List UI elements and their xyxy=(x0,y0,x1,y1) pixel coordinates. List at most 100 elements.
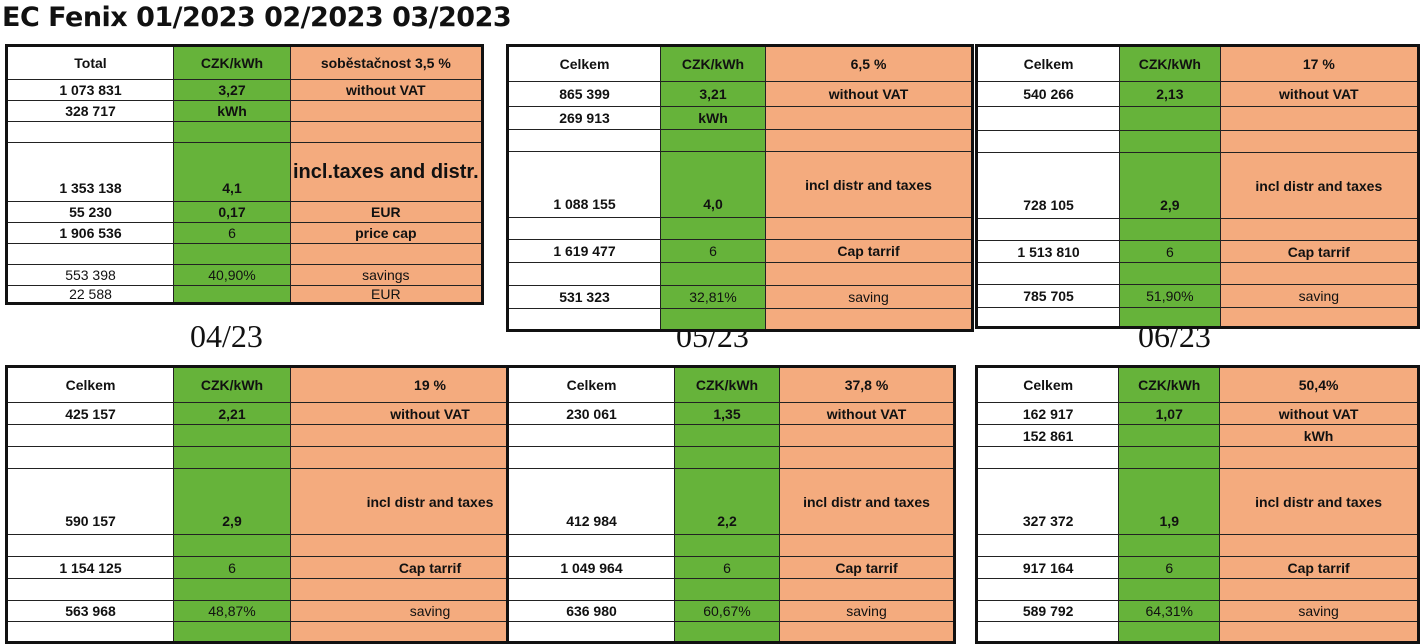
note-cell xyxy=(290,621,571,643)
table-row xyxy=(975,446,1419,469)
note-cell xyxy=(290,578,571,601)
value-cell: 531 323 xyxy=(507,285,661,309)
value-cell: 1 353 138 xyxy=(6,142,174,202)
table-row: 55 230 0,17 EUR xyxy=(6,201,483,223)
note-cell xyxy=(1219,262,1420,285)
note-cell xyxy=(1219,218,1420,241)
note-cell: 6,5 % xyxy=(765,45,973,82)
note-cell xyxy=(290,424,571,447)
value-cell xyxy=(507,308,661,331)
value-cell: 230 061 xyxy=(507,402,675,425)
table-row: 553 398 40,90% savings xyxy=(6,264,483,286)
note-cell: saving xyxy=(290,600,571,622)
table-row: 412 984 2,2 incl distr and taxes xyxy=(507,468,955,535)
value-cell: 412 984 xyxy=(507,468,675,535)
value-cell: 785 705 xyxy=(975,284,1121,308)
note-cell xyxy=(779,424,955,447)
rate-cell xyxy=(674,534,780,557)
rate-cell: 6 xyxy=(1118,556,1221,579)
table-header-row: Celkem CZK/kWh 19 % xyxy=(6,366,571,403)
rate-cell: CZK/kWh xyxy=(173,366,291,403)
month-label-04-23: 04/23 xyxy=(190,318,263,354)
value-cell xyxy=(975,218,1121,241)
note-cell: EUR xyxy=(290,285,483,304)
note-cell xyxy=(290,121,483,143)
rate-cell xyxy=(660,217,766,240)
value-cell xyxy=(975,130,1121,153)
note-cell: 37,8 % xyxy=(779,366,955,403)
rate-cell: 1,07 xyxy=(1118,402,1221,425)
value-cell: 1 619 477 xyxy=(507,239,661,263)
table-row xyxy=(975,130,1420,153)
rate-cell xyxy=(1118,446,1221,469)
table-row xyxy=(507,262,973,286)
table-row: 785 705 51,90% saving xyxy=(975,284,1420,308)
rate-cell xyxy=(1118,424,1221,447)
note-cell: 17 % xyxy=(1219,45,1420,82)
rate-cell: 51,90% xyxy=(1119,284,1221,308)
rate-cell: CZK/kWh xyxy=(674,366,780,403)
note-cell xyxy=(765,217,973,240)
note-cell: Cap tarrif xyxy=(779,556,955,579)
note-cell xyxy=(1219,307,1420,328)
rate-cell xyxy=(173,578,291,601)
note-cell: without VAT xyxy=(290,79,483,101)
note-cell xyxy=(779,534,955,557)
note-cell: Cap tarrif xyxy=(1219,556,1419,579)
summary-table-q1-alt2: Celkem CZK/kWh 17 % 540 266 2,13 without VAT 7… xyxy=(975,44,1420,329)
note-cell xyxy=(779,446,955,469)
table-row xyxy=(6,621,571,643)
note-cell: price cap xyxy=(290,222,483,244)
value-cell xyxy=(6,121,174,143)
rate-cell: CZK/kWh xyxy=(1119,45,1221,82)
rate-cell: 6 xyxy=(1119,240,1221,263)
value-cell: 1 088 155 xyxy=(507,151,661,218)
note-cell xyxy=(1219,130,1420,153)
rate-cell xyxy=(660,129,766,152)
value-cell xyxy=(507,424,675,447)
rate-cell: 3,21 xyxy=(660,81,766,107)
note-cell: without VAT xyxy=(290,402,571,425)
table-row xyxy=(6,446,571,469)
value-cell: 327 372 xyxy=(975,468,1120,535)
value-cell xyxy=(975,446,1120,469)
note-cell: incl distr and taxes xyxy=(1219,468,1419,535)
rate-cell: 60,67% xyxy=(674,600,780,622)
note-cell xyxy=(765,106,973,130)
note-cell xyxy=(1219,534,1419,557)
table-row: 728 105 2,9 incl distr and taxes xyxy=(975,152,1420,219)
note-cell: Cap tarrif xyxy=(765,239,973,263)
note-cell: without VAT xyxy=(765,81,973,107)
value-cell xyxy=(6,534,174,557)
rate-cell xyxy=(1119,218,1221,241)
note-cell: savings xyxy=(290,264,483,286)
note-cell xyxy=(290,100,483,122)
note-cell: without VAT xyxy=(1219,402,1419,425)
note-cell xyxy=(1219,446,1419,469)
note-cell xyxy=(290,243,483,265)
value-cell: 1 049 964 xyxy=(507,556,675,579)
rate-cell xyxy=(1118,621,1221,643)
value-cell xyxy=(975,621,1120,643)
table-row: 636 980 60,67% saving xyxy=(507,600,955,622)
table-row: 269 913 kWh xyxy=(507,106,973,130)
rate-cell xyxy=(1119,262,1221,285)
table-row: 1 619 477 6 Cap tarrif xyxy=(507,239,973,263)
table-row xyxy=(6,578,571,601)
value-cell xyxy=(507,262,661,286)
rate-cell: 0,17 xyxy=(173,201,291,223)
value-cell xyxy=(507,446,675,469)
table-row: 162 917 1,07 without VAT xyxy=(975,402,1419,425)
table-row xyxy=(6,243,483,265)
value-cell xyxy=(507,217,661,240)
rate-cell: 48,87% xyxy=(173,600,291,622)
rate-cell: CZK/kWh xyxy=(660,45,766,82)
value-cell: 865 399 xyxy=(507,81,661,107)
table-row xyxy=(975,106,1420,131)
rate-cell xyxy=(173,243,291,265)
table-row xyxy=(6,121,483,143)
rate-cell xyxy=(173,424,291,447)
rate-cell: CZK/kWh xyxy=(1118,366,1221,403)
note-cell: without VAT xyxy=(779,402,955,425)
value-cell xyxy=(975,534,1120,557)
